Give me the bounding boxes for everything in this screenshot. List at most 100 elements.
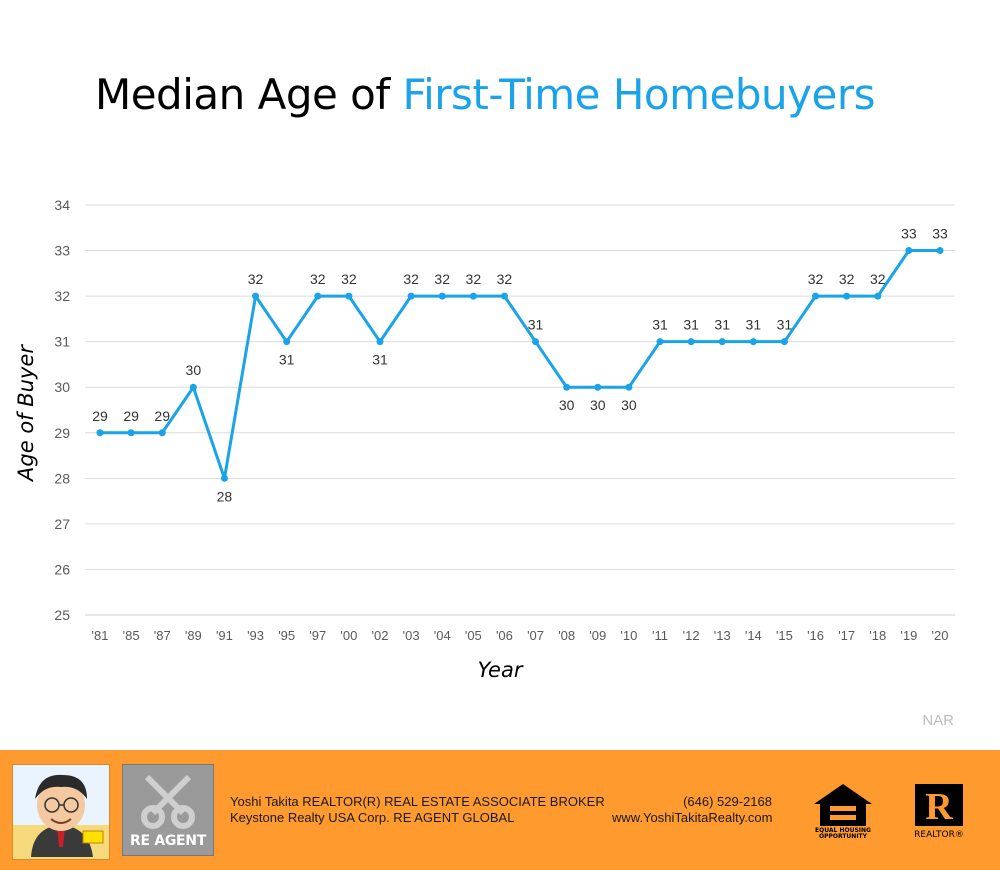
data-label: 31	[777, 317, 793, 333]
data-label: 33	[901, 226, 917, 242]
x-tick-label: '03	[403, 628, 420, 643]
y-axis-title: Age of Buyer	[14, 344, 38, 483]
equal-housing-logo: EQUAL HOUSING OPPORTUNITY	[812, 782, 874, 842]
source-label: NAR	[922, 712, 954, 729]
data-point	[594, 383, 602, 391]
y-tick-label: 30	[54, 379, 70, 395]
data-label: 32	[870, 271, 886, 287]
data-point	[874, 292, 882, 300]
equal-housing-icon	[814, 784, 872, 826]
x-tick-label: '89	[185, 628, 202, 643]
x-axis-title: Year	[478, 658, 524, 682]
line-chart: 25 26 27 28 29 30 31 32 33 34 '81 '85 '87 '89 '91 '93 '9…	[14, 197, 955, 682]
data-point	[96, 429, 104, 437]
keys-logo-icon	[141, 774, 195, 829]
svg-text:R: R	[925, 786, 953, 828]
y-tick-label: 28	[54, 470, 70, 486]
avatar-caricature-icon	[13, 774, 109, 859]
x-tick-label: '18	[869, 628, 886, 643]
data-point	[220, 474, 228, 482]
x-tick-label: '04	[434, 628, 451, 643]
data-label: 30	[590, 397, 606, 413]
eho-text-1: EQUAL HOUSING	[815, 827, 871, 834]
data-label: 29	[154, 408, 170, 424]
data-label: 32	[310, 271, 326, 287]
data-point	[438, 292, 446, 300]
data-label: 31	[746, 317, 762, 333]
x-tick-label: '15	[776, 628, 793, 643]
x-tick-label: '11	[652, 628, 668, 643]
x-tick-label: '97	[309, 628, 326, 643]
eho-text-2: OPPORTUNITY	[818, 833, 867, 840]
data-label: 28	[217, 488, 233, 504]
data-label: 31	[714, 317, 730, 333]
data-point	[283, 338, 291, 346]
data-label: 29	[123, 408, 139, 424]
data-point	[189, 383, 197, 391]
y-tick-label: 32	[54, 288, 70, 304]
x-tick-label: '05	[465, 628, 482, 643]
agent-name-line: Yoshi Takita REALTOR(R) REAL ESTATE ASSO…	[230, 794, 605, 809]
data-label: 31	[652, 317, 668, 333]
data-point	[500, 292, 508, 300]
re-agent-logo: RE AGENT	[122, 764, 214, 856]
data-point	[532, 338, 540, 346]
chart-title: Median Age of First-Time Homebuyers	[0, 70, 970, 119]
realtor-logo: R REALTOR®	[912, 782, 966, 844]
data-point	[158, 429, 166, 437]
y-tick-label: 27	[54, 516, 70, 532]
data-label: 32	[497, 271, 513, 287]
data-label: 30	[186, 362, 202, 378]
x-tick-label: '93	[247, 628, 264, 643]
series-line	[100, 249, 940, 480]
agent-phone: (646) 529-2168	[683, 794, 772, 809]
y-tick-label: 26	[54, 561, 70, 577]
data-label: 32	[341, 271, 357, 287]
data-label: 29	[92, 408, 108, 424]
x-tick-label: '95	[278, 628, 295, 643]
data-point	[376, 338, 384, 346]
realtor-r-icon: R	[915, 784, 963, 828]
y-tick-label: 31	[54, 334, 70, 350]
data-label: 32	[403, 271, 419, 287]
x-tick-label: '13	[714, 628, 731, 643]
data-label: 32	[466, 271, 482, 287]
data-label: 32	[839, 271, 855, 287]
data-point	[936, 247, 944, 255]
data-point	[345, 292, 353, 300]
realtor-text: REALTOR®	[914, 830, 964, 840]
data-label: 32	[808, 271, 824, 287]
agent-company-line: Keystone Realty USA Corp. RE AGENT GLOBA…	[230, 810, 515, 825]
agent-avatar	[12, 764, 110, 860]
y-tick-label: 25	[54, 607, 70, 623]
x-tick-label: '17	[838, 628, 855, 643]
data-point	[563, 383, 571, 391]
data-point	[718, 338, 726, 346]
data-point	[252, 292, 260, 300]
x-tick-label: '87	[154, 628, 171, 643]
data-point	[749, 338, 757, 346]
re-agent-logo-text: RE AGENT	[130, 833, 206, 849]
data-point	[687, 338, 695, 346]
y-tick-label: 33	[54, 243, 70, 259]
title-accent: First-Time Homebuyers	[402, 70, 876, 119]
x-tick-label: '06	[496, 628, 513, 643]
data-label: 32	[434, 271, 450, 287]
data-point	[469, 292, 477, 300]
x-tick-label: '16	[807, 628, 824, 643]
data-point	[127, 429, 135, 437]
x-tick-label: '19	[900, 628, 917, 643]
agent-contact: (646) 529-2168 www.YoshiTakitaRealty.com	[612, 794, 772, 826]
data-point	[656, 338, 664, 346]
data-label: 33	[932, 226, 948, 242]
data-point	[314, 292, 322, 300]
x-tick-label: '09	[589, 628, 606, 643]
data-point	[812, 292, 820, 300]
x-tick-label: '02	[372, 628, 389, 643]
footer-bar: RE AGENT Yoshi Takita REALTOR(R) REAL ES…	[0, 750, 1000, 870]
x-tick-label: '20	[932, 628, 949, 643]
data-label: 32	[248, 271, 264, 287]
data-label: 31	[279, 352, 295, 368]
y-tick-label: 34	[54, 197, 70, 213]
data-label: 30	[621, 397, 637, 413]
